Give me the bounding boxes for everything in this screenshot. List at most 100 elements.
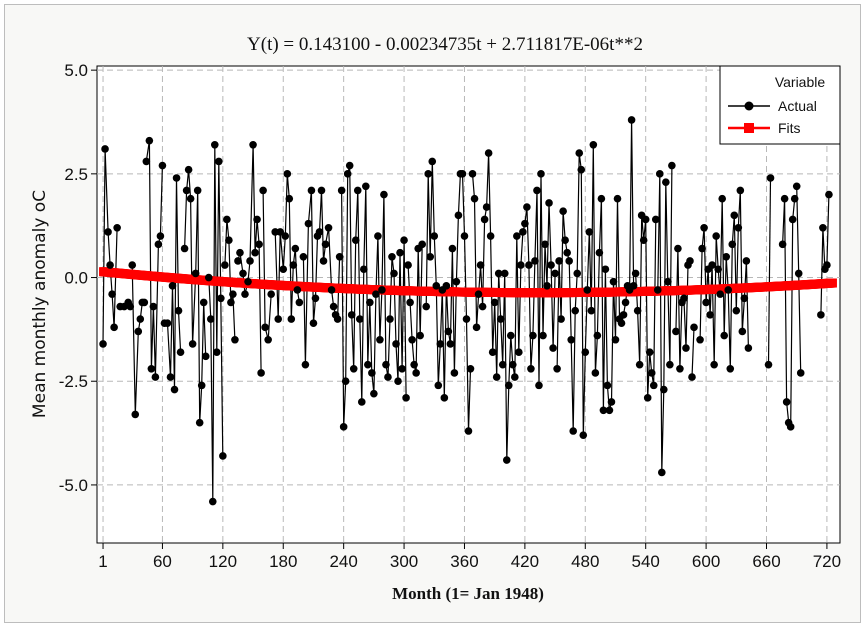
actual-data-point	[188, 340, 197, 348]
actual-data-point	[573, 269, 582, 278]
actual-data-point	[555, 257, 563, 265]
actual-data-point	[186, 194, 195, 203]
legend: Variable Actual Fits	[719, 65, 841, 145]
actual-data-point	[726, 364, 735, 373]
actual-data-point	[264, 335, 272, 344]
actual-data-point	[627, 116, 636, 124]
actual-data-point	[324, 223, 333, 232]
actual-data-point	[688, 373, 696, 381]
actual-data-point	[482, 203, 491, 211]
actual-data-point	[730, 211, 739, 220]
actual-data-point	[696, 335, 704, 344]
actual-data-point	[635, 360, 644, 369]
actual-data-point	[426, 252, 435, 261]
actual-data-point	[170, 385, 179, 394]
actual-data-point	[466, 364, 475, 373]
actual-data-point	[647, 369, 656, 377]
actual-data-point	[478, 302, 487, 311]
actual-data-point	[517, 261, 525, 269]
actual-data-point	[184, 165, 193, 174]
actual-data-point	[304, 219, 313, 228]
actual-data-point	[221, 261, 229, 269]
actual-data-point	[241, 290, 249, 298]
actual-data-point	[541, 240, 549, 249]
x-tick-label: 300	[390, 552, 418, 571]
actual-data-point	[559, 207, 567, 215]
actual-data-point	[786, 423, 795, 431]
actual-data-point	[732, 306, 741, 315]
actual-data-point	[722, 252, 731, 261]
y-tick-label: 0.0	[64, 269, 88, 288]
actual-data-point	[744, 344, 753, 352]
actual-data-point	[219, 452, 227, 460]
actual-data-point	[525, 261, 533, 269]
actual-data-point	[631, 269, 640, 278]
actual-data-point	[434, 381, 443, 390]
actual-data-point	[440, 394, 449, 402]
actual-data-point	[599, 406, 608, 415]
actual-data-point	[690, 323, 698, 332]
actual-data-point	[500, 269, 509, 278]
actual-data-point	[410, 360, 418, 369]
actual-data-point	[714, 265, 722, 274]
y-tick-label: -2.5	[59, 372, 88, 391]
actual-data-point	[204, 273, 213, 282]
actual-data-point	[126, 302, 135, 311]
actual-data-point	[372, 290, 380, 298]
actual-data-point	[295, 298, 304, 307]
actual-data-point	[480, 215, 489, 224]
actual-data-point	[386, 315, 394, 323]
actual-series-points	[99, 116, 833, 506]
x-tick-label: 480	[571, 552, 599, 571]
actual-data-point	[158, 161, 167, 170]
actual-data-point	[400, 236, 408, 245]
actual-data-point	[197, 381, 206, 390]
actual-data-point	[406, 298, 414, 307]
actual-data-point	[472, 323, 481, 332]
actual-data-point	[215, 157, 223, 166]
actual-data-point	[492, 373, 501, 381]
actual-data-point	[547, 261, 555, 269]
actual-line-segment	[691, 327, 695, 378]
actual-line-segment	[262, 190, 272, 340]
actual-data-point	[468, 170, 477, 178]
actual-data-point	[213, 348, 221, 357]
actual-data-point	[641, 215, 650, 224]
actual-data-point	[567, 335, 575, 344]
actual-data-point	[523, 203, 531, 211]
actual-data-point	[101, 145, 109, 153]
actual-data-point	[341, 377, 350, 386]
actual-data-point	[653, 286, 662, 294]
actual-data-point	[374, 232, 382, 240]
x-tick-label: 240	[329, 552, 357, 571]
actual-data-point	[742, 257, 751, 265]
actual-data-point	[476, 261, 485, 269]
actual-data-point	[782, 398, 791, 406]
actual-data-point	[408, 335, 416, 344]
actual-data-point	[529, 331, 537, 340]
actual-data-point	[398, 364, 406, 373]
actual-data-point	[106, 261, 114, 269]
actual-data-point	[253, 215, 261, 224]
x-tick-label: 720	[813, 552, 841, 571]
actual-data-point	[210, 141, 219, 149]
actual-data-point	[794, 269, 803, 278]
actual-data-point	[649, 381, 658, 390]
actual-data-point	[274, 315, 283, 323]
actual-data-point	[686, 257, 694, 265]
x-axis-label: Month (1= Jan 1948)	[392, 584, 544, 603]
actual-data-point	[315, 228, 324, 236]
actual-data-point	[633, 306, 642, 315]
actual-data-point	[412, 369, 420, 377]
actual-data-point	[370, 389, 378, 398]
actual-data-point	[452, 277, 461, 286]
actual-data-point	[680, 294, 688, 303]
actual-data-point	[182, 186, 191, 195]
actual-data-point	[156, 232, 165, 240]
actual-data-point	[128, 261, 137, 269]
actual-data-point	[470, 194, 479, 203]
actual-data-point	[293, 286, 302, 294]
actual-data-point	[458, 170, 467, 178]
